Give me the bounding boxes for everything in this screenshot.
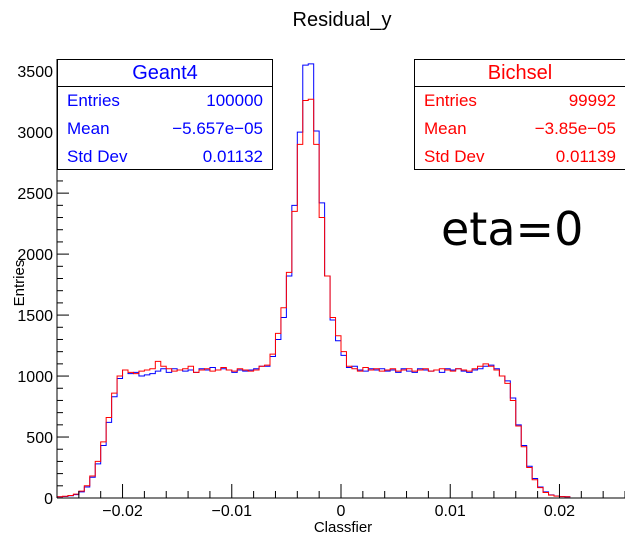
stats-std-label: Std Dev (67, 147, 128, 166)
stats-mean-value: −5.657e−05 (172, 119, 263, 138)
y-tick-label: 2500 (17, 186, 53, 203)
stats-row-entries-geant4: Entries 100000 (58, 87, 272, 115)
x-tick-label: −0.01 (212, 503, 253, 520)
y-tick-label: 1500 (17, 308, 53, 325)
eta-annotation: eta=0 (441, 202, 583, 256)
stats-box-bichsel: Bichsel Entries 99992 Mean −3.85e−05 Std… (414, 59, 625, 170)
stats-entries-label: Entries (67, 91, 120, 110)
series-bichsel-histogram (56, 98, 571, 498)
y-tick-label: 2000 (17, 247, 53, 264)
x-tick-label: −0.02 (102, 503, 143, 520)
stats-row-mean-geant4: Mean −5.657e−05 (58, 115, 272, 143)
y-tick-label: 3000 (17, 125, 53, 142)
y-tick-label: 1000 (17, 369, 53, 386)
y-tick-label: 3500 (17, 64, 53, 81)
y-tick-label: 0 (44, 491, 53, 508)
stats-row-std-geant4: Std Dev 0.01132 (58, 143, 272, 171)
stats-header-geant4: Geant4 (58, 60, 272, 87)
histogram-layer (56, 63, 571, 498)
y-axis-title: Entries (11, 260, 28, 307)
stats-box-geant4: Geant4 Entries 100000 Mean −5.657e−05 St… (57, 59, 273, 170)
stats-mean-label: Mean (424, 119, 467, 138)
chart-title: Residual_y (293, 9, 392, 31)
stats-std-value: 0.01139 (555, 147, 616, 166)
y-tick-label: 500 (26, 430, 53, 447)
stats-row-mean-bichsel: Mean −3.85e−05 (415, 115, 625, 143)
stats-entries-value: 100000 (206, 91, 263, 110)
stats-std-label: Std Dev (424, 147, 485, 166)
stats-header-bichsel: Bichsel (415, 60, 625, 87)
stats-row-entries-bichsel: Entries 99992 (415, 87, 625, 115)
x-tick-label: 0 (337, 503, 346, 520)
stats-row-std-bichsel: Std Dev 0.01139 (415, 143, 625, 171)
x-axis-title: Classfier (314, 519, 372, 536)
axes: 0 500 1000 1500 2000 2500 3000 3500 −0.02 −0.01 0 0… (17, 59, 625, 520)
stats-mean-label: Mean (67, 119, 110, 138)
stats-mean-value: −3.85e−05 (534, 119, 616, 138)
x-tick-label: 0.01 (435, 503, 466, 520)
stats-std-value: 0.01132 (202, 147, 263, 166)
stats-entries-value: 99992 (568, 91, 616, 110)
stats-entries-label: Entries (424, 91, 477, 110)
x-tick-label: 0.02 (544, 503, 575, 520)
